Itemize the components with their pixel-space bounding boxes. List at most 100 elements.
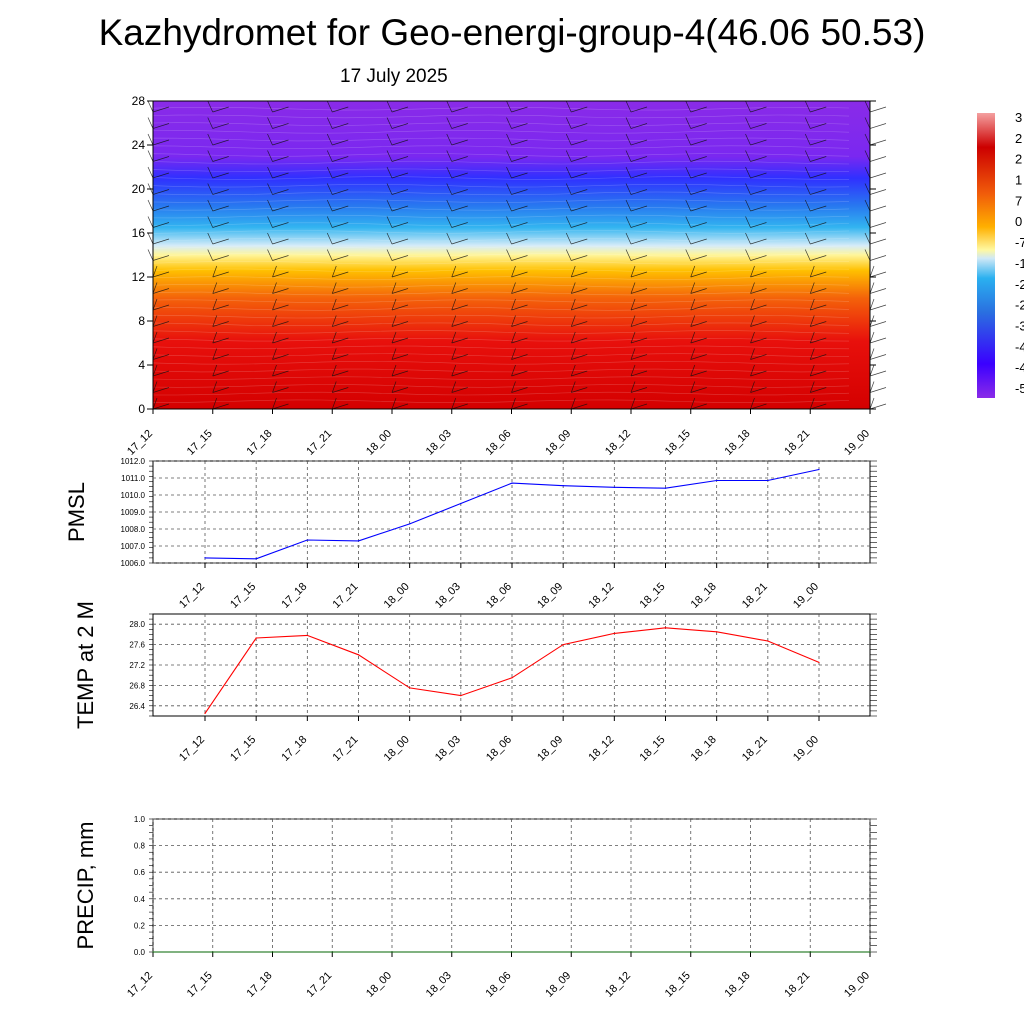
wind-barb — [207, 117, 229, 129]
x-tick-label: 17_18 — [279, 734, 309, 764]
colorbar-label: -1 — [1015, 256, 1024, 271]
wind-barb — [446, 199, 468, 212]
wind-barb — [506, 100, 528, 113]
wind-barb — [565, 183, 588, 195]
colorbar-label: 1 — [1015, 173, 1022, 188]
x-tick-label: 18_09 — [535, 734, 565, 764]
wind-barb — [690, 381, 707, 393]
wind-barb — [326, 166, 349, 179]
wind-barb — [630, 348, 648, 360]
wind-barb — [451, 265, 468, 278]
wind-barb — [272, 331, 289, 344]
wind-barb — [506, 166, 528, 179]
wind-barb — [451, 397, 468, 410]
wind-barb — [326, 216, 349, 228]
colorbar-label: 0 — [1015, 214, 1022, 229]
y-tick-label: 26.4 — [129, 702, 145, 711]
data-point — [716, 479, 718, 482]
x-tick-label: 17_18 — [279, 581, 309, 611]
wind-barb — [506, 249, 528, 261]
y-tick-label: 0.0 — [134, 948, 146, 957]
wind-barb — [685, 249, 707, 261]
wind-barb — [570, 397, 588, 410]
wind-barb — [451, 331, 468, 344]
wind-barb — [267, 133, 289, 146]
wind-barb — [207, 150, 229, 162]
wind-barb — [690, 364, 707, 377]
isotherm-contour — [152, 337, 850, 342]
colorbar-label: -3 — [1015, 318, 1024, 333]
y-tick-label: 0.4 — [134, 895, 146, 904]
wind-barb — [745, 133, 767, 146]
wind-barb — [565, 216, 588, 228]
x-tick-label: 19_00 — [842, 970, 872, 1000]
y-tick-label: 1006.0 — [121, 559, 146, 568]
wind-barb — [506, 150, 528, 162]
wind-barb — [565, 249, 588, 261]
x-tick-label: 17_12 — [125, 428, 155, 458]
x-tick-label: 17_15 — [185, 428, 215, 458]
wind-barb — [685, 216, 707, 228]
y-axis-label: PRECIP, mm — [73, 822, 98, 950]
wind-barb — [869, 397, 887, 410]
wind-barb — [864, 232, 887, 245]
y-tick-label: 1011.0 — [121, 474, 145, 483]
x-tick-label: 18_12 — [603, 428, 633, 458]
wind-barb — [147, 100, 170, 113]
x-tick-label: 18_15 — [663, 970, 693, 1000]
y-tick-label: 26.8 — [129, 681, 145, 690]
colorbar — [977, 113, 995, 398]
wind-barb — [152, 397, 170, 410]
wind-barb — [152, 348, 170, 360]
x-tick-label: 18_18 — [723, 428, 753, 458]
data-point — [409, 687, 411, 689]
wind-barb — [869, 381, 887, 393]
wind-barb — [809, 315, 827, 327]
wind-barb — [446, 117, 468, 129]
data-point — [152, 951, 154, 953]
wind-barb — [804, 249, 827, 261]
wind-barb — [147, 249, 170, 261]
x-tick-label: 17_12 — [125, 970, 155, 1000]
wind-barb — [869, 298, 887, 311]
x-tick-label: 17_21 — [331, 581, 361, 611]
wind-barb — [685, 100, 707, 113]
heatmap-field — [153, 101, 870, 409]
wind-barb — [869, 331, 887, 344]
y-tick-label: 0.6 — [134, 868, 146, 877]
wind-barb — [809, 282, 827, 294]
wind-barb — [804, 183, 827, 195]
data-point — [306, 539, 308, 541]
wind-barb — [804, 117, 827, 129]
wind-barb — [267, 249, 289, 261]
wind-barb — [565, 232, 588, 245]
x-tick-label: 18_03 — [424, 970, 454, 1000]
wind-barb — [152, 381, 170, 393]
data-point — [562, 485, 564, 487]
wind-barb — [147, 150, 170, 162]
y-tick-label: 1012.0 — [121, 457, 146, 466]
y-tick-label: 1008.0 — [121, 525, 146, 534]
colorbar-label: 2 — [1015, 131, 1022, 146]
x-tick-label: 18_06 — [484, 734, 514, 764]
isotherm-contour — [152, 168, 850, 173]
data-point — [664, 487, 667, 489]
wind-barb — [267, 150, 289, 162]
data-point — [391, 951, 393, 953]
x-tick-label: 17_15 — [185, 970, 215, 1000]
data-point — [511, 677, 513, 679]
x-tick-label: 18_09 — [543, 970, 573, 1000]
wind-barb — [511, 282, 528, 294]
data-point — [357, 654, 360, 656]
wind-barb — [272, 364, 289, 377]
x-tick-label: 18_03 — [433, 734, 463, 764]
wind-barb — [565, 117, 588, 129]
wind-barb — [685, 199, 707, 212]
wind-barb — [804, 199, 827, 212]
wind-barb — [506, 232, 528, 245]
wind-barb — [326, 150, 349, 162]
wind-barb — [745, 100, 767, 113]
isotherm-contour — [152, 237, 850, 242]
wind-barb — [511, 381, 528, 393]
